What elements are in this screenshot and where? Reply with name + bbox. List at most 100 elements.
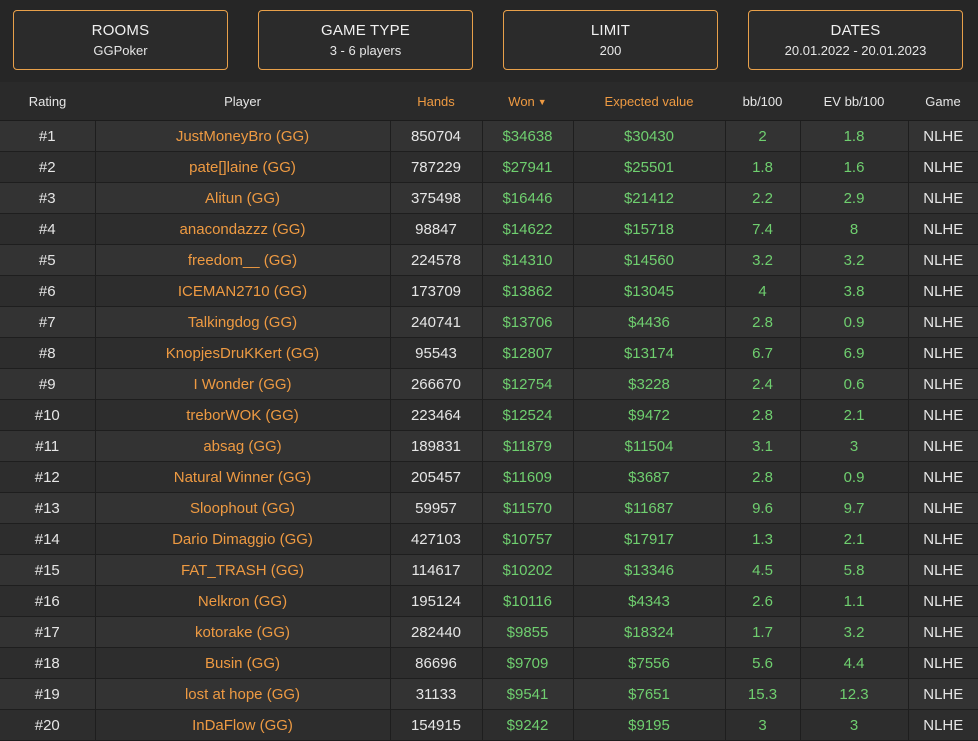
bb100-cell: 4.5 xyxy=(725,554,801,586)
player-link[interactable]: kotorake (GG) xyxy=(95,616,391,648)
table-row: #7 Talkingdog (GG) 240741 $13706 $4436 2.8 0.9… xyxy=(0,306,978,338)
won-cell: $12807 xyxy=(482,337,574,369)
player-link[interactable]: Sloophout (GG) xyxy=(95,492,391,524)
player-link[interactable]: I Wonder (GG) xyxy=(95,368,391,400)
game-cell: NLHE xyxy=(908,709,978,741)
leaderboard-table: Rating Player Hands Won ▼ Expected value … xyxy=(0,82,978,741)
col-header-won-label: Won xyxy=(508,93,535,109)
col-header-hands[interactable]: Hands xyxy=(390,82,482,121)
rating-cell: #9 xyxy=(0,368,96,400)
col-header-bb100[interactable]: bb/100 xyxy=(725,82,800,121)
bb100-cell: 2.4 xyxy=(725,368,801,400)
won-cell: $11879 xyxy=(482,430,574,462)
dates-filter-button[interactable]: DATES 20.01.2022 - 20.01.2023 xyxy=(748,10,963,70)
game-cell: NLHE xyxy=(908,461,978,493)
rating-cell: #6 xyxy=(0,275,96,307)
rating-cell: #3 xyxy=(0,182,96,214)
expected-value-cell: $14560 xyxy=(573,244,726,276)
col-header-player[interactable]: Player xyxy=(95,82,390,121)
expected-value-cell: $7556 xyxy=(573,647,726,679)
table-row: #16 Nelkron (GG) 195124 $10116 $4343 2.6 1.1 NL… xyxy=(0,585,978,617)
won-cell: $11570 xyxy=(482,492,574,524)
col-header-rating[interactable]: Rating xyxy=(0,82,95,121)
col-header-won[interactable]: Won ▼ xyxy=(482,82,573,121)
player-link[interactable]: JustMoneyBro (GG) xyxy=(95,120,391,152)
player-link[interactable]: Alitun (GG) xyxy=(95,182,391,214)
bb100-cell: 5.6 xyxy=(725,647,801,679)
won-cell: $9541 xyxy=(482,678,574,710)
player-link[interactable]: KnopjesDruKKert (GG) xyxy=(95,337,391,369)
hands-cell: 59957 xyxy=(390,492,483,524)
rating-cell: #14 xyxy=(0,523,96,555)
game-cell: NLHE xyxy=(908,492,978,524)
col-header-ev-bb100[interactable]: EV bb/100 xyxy=(800,82,908,121)
ev-bb100-cell: 3 xyxy=(800,430,909,462)
expected-value-cell: $13346 xyxy=(573,554,726,586)
hands-cell: 282440 xyxy=(390,616,483,648)
hands-cell: 240741 xyxy=(390,306,483,338)
player-link[interactable]: Busin (GG) xyxy=(95,647,391,679)
bb100-cell: 1.7 xyxy=(725,616,801,648)
won-cell: $10116 xyxy=(482,585,574,617)
player-link[interactable]: lost at hope (GG) xyxy=(95,678,391,710)
hands-cell: 154915 xyxy=(390,709,483,741)
player-link[interactable]: absag (GG) xyxy=(95,430,391,462)
hands-cell: 375498 xyxy=(390,182,483,214)
limit-filter-title: LIMIT xyxy=(590,22,631,39)
limit-filter-button[interactable]: LIMIT 200 xyxy=(503,10,718,70)
player-link[interactable]: Dario Dimaggio (GG) xyxy=(95,523,391,555)
expected-value-cell: $25501 xyxy=(573,151,726,183)
expected-value-cell: $4436 xyxy=(573,306,726,338)
game-cell: NLHE xyxy=(908,430,978,462)
expected-value-cell: $11687 xyxy=(573,492,726,524)
col-header-expected-value[interactable]: Expected value xyxy=(573,82,725,121)
rating-cell: #4 xyxy=(0,213,96,245)
filter-bar: ROOMS GGPoker GAME TYPE 3 - 6 players LI… xyxy=(0,0,978,82)
player-link[interactable]: freedom__ (GG) xyxy=(95,244,391,276)
rating-cell: #5 xyxy=(0,244,96,276)
rating-cell: #1 xyxy=(0,120,96,152)
game-cell: NLHE xyxy=(908,368,978,400)
won-cell: $9709 xyxy=(482,647,574,679)
bb100-cell: 2.8 xyxy=(725,306,801,338)
rooms-filter-button[interactable]: ROOMS GGPoker xyxy=(13,10,228,70)
table-row: #15 FAT_TRASH (GG) 114617 $10202 $13346 4.5 5.… xyxy=(0,554,978,586)
player-link[interactable]: pate[]laine (GG) xyxy=(95,151,391,183)
table-row: #19 lost at hope (GG) 31133 $9541 $7651 15.3 1… xyxy=(0,678,978,710)
table-row: #4 anacondazzz (GG) 98847 $14622 $15718 7.4 8 N… xyxy=(0,213,978,245)
ev-bb100-cell: 3.8 xyxy=(800,275,909,307)
hands-cell: 114617 xyxy=(390,554,483,586)
won-cell: $14622 xyxy=(482,213,574,245)
table-row: #17 kotorake (GG) 282440 $9855 $18324 1.7 3.2 N… xyxy=(0,616,978,648)
bb100-cell: 1.8 xyxy=(725,151,801,183)
player-link[interactable]: InDaFlow (GG) xyxy=(95,709,391,741)
expected-value-cell: $9472 xyxy=(573,399,726,431)
player-link[interactable]: Talkingdog (GG) xyxy=(95,306,391,338)
expected-value-cell: $3228 xyxy=(573,368,726,400)
ev-bb100-cell: 0.6 xyxy=(800,368,909,400)
table-row: #6 ICEMAN2710 (GG) 173709 $13862 $13045 4 3.8 N… xyxy=(0,275,978,307)
player-link[interactable]: Natural Winner (GG) xyxy=(95,461,391,493)
hands-cell: 189831 xyxy=(390,430,483,462)
col-header-game[interactable]: Game xyxy=(908,82,978,121)
player-link[interactable]: anacondazzz (GG) xyxy=(95,213,391,245)
table-row: #1 JustMoneyBro (GG) 850704 $34638 $30430 2 1.… xyxy=(0,120,978,152)
ev-bb100-cell: 8 xyxy=(800,213,909,245)
game-cell: NLHE xyxy=(908,213,978,245)
expected-value-cell: $11504 xyxy=(573,430,726,462)
player-link[interactable]: ICEMAN2710 (GG) xyxy=(95,275,391,307)
hands-cell: 850704 xyxy=(390,120,483,152)
game-type-filter-button[interactable]: GAME TYPE 3 - 6 players xyxy=(258,10,473,70)
hands-cell: 86696 xyxy=(390,647,483,679)
expected-value-cell: $4343 xyxy=(573,585,726,617)
expected-value-cell: $13045 xyxy=(573,275,726,307)
player-link[interactable]: Nelkron (GG) xyxy=(95,585,391,617)
expected-value-cell: $18324 xyxy=(573,616,726,648)
table-row: #14 Dario Dimaggio (GG) 427103 $10757 $17917… xyxy=(0,523,978,555)
player-link[interactable]: FAT_TRASH (GG) xyxy=(95,554,391,586)
game-type-filter-value: 3 - 6 players xyxy=(329,43,402,58)
bb100-cell: 15.3 xyxy=(725,678,801,710)
player-link[interactable]: treborWOK (GG) xyxy=(95,399,391,431)
hands-cell: 195124 xyxy=(390,585,483,617)
game-cell: NLHE xyxy=(908,647,978,679)
